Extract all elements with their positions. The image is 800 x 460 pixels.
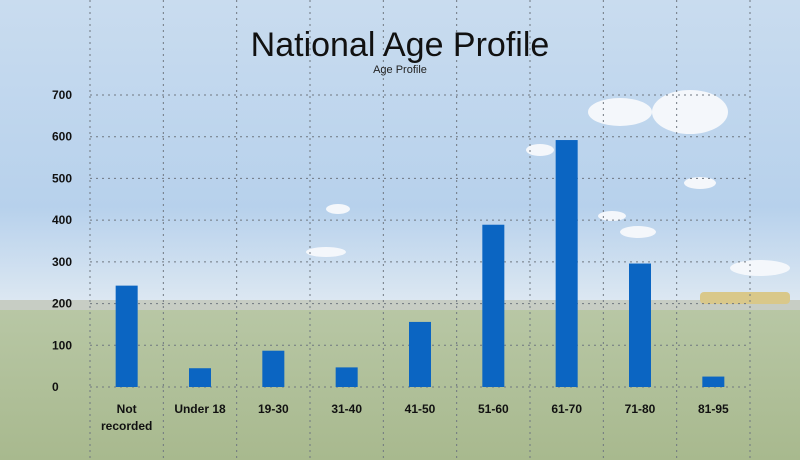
- x-tick-label: 71-80: [625, 402, 656, 416]
- bar-series: [115, 140, 725, 387]
- x-tick-label: 51-60: [478, 402, 509, 416]
- bar: [409, 321, 431, 387]
- y-tick-label: 600: [52, 130, 72, 144]
- y-tick-label: 700: [52, 88, 72, 102]
- x-tick-label: 19-30: [258, 402, 289, 416]
- bar: [189, 368, 211, 387]
- chart-title: National Age Profile: [250, 26, 550, 64]
- bar: [555, 140, 578, 387]
- chart-subtitle: Age Profile: [373, 64, 427, 76]
- bar: [702, 376, 725, 387]
- y-tick-label: 300: [52, 255, 72, 269]
- y-axis-ticks: 0 100 200 300 400 500 600 700: [52, 88, 72, 394]
- x-tick-label: 41-50: [405, 402, 436, 416]
- y-tick-label: 200: [52, 297, 72, 311]
- x-tick-label: 31-40: [331, 402, 362, 416]
- y-tick-label: 400: [52, 213, 72, 227]
- y-tick-label: 0: [52, 380, 59, 394]
- x-axis-ticks: Not recorded Under 18 19-30 31-40 41-50 51-60 6…: [101, 402, 729, 433]
- y-tick-label: 500: [52, 171, 72, 185]
- bar: [115, 285, 138, 387]
- y-tick-label: 100: [52, 338, 72, 352]
- x-tick-label: Not recorded: [101, 402, 152, 433]
- bar: [629, 263, 651, 387]
- bar: [262, 350, 285, 387]
- bar: [482, 224, 505, 387]
- x-tick-label: 61-70: [551, 402, 582, 416]
- bar: [335, 367, 358, 387]
- x-tick-label: Under 18: [174, 402, 226, 416]
- x-tick-label: 81-95: [698, 402, 729, 416]
